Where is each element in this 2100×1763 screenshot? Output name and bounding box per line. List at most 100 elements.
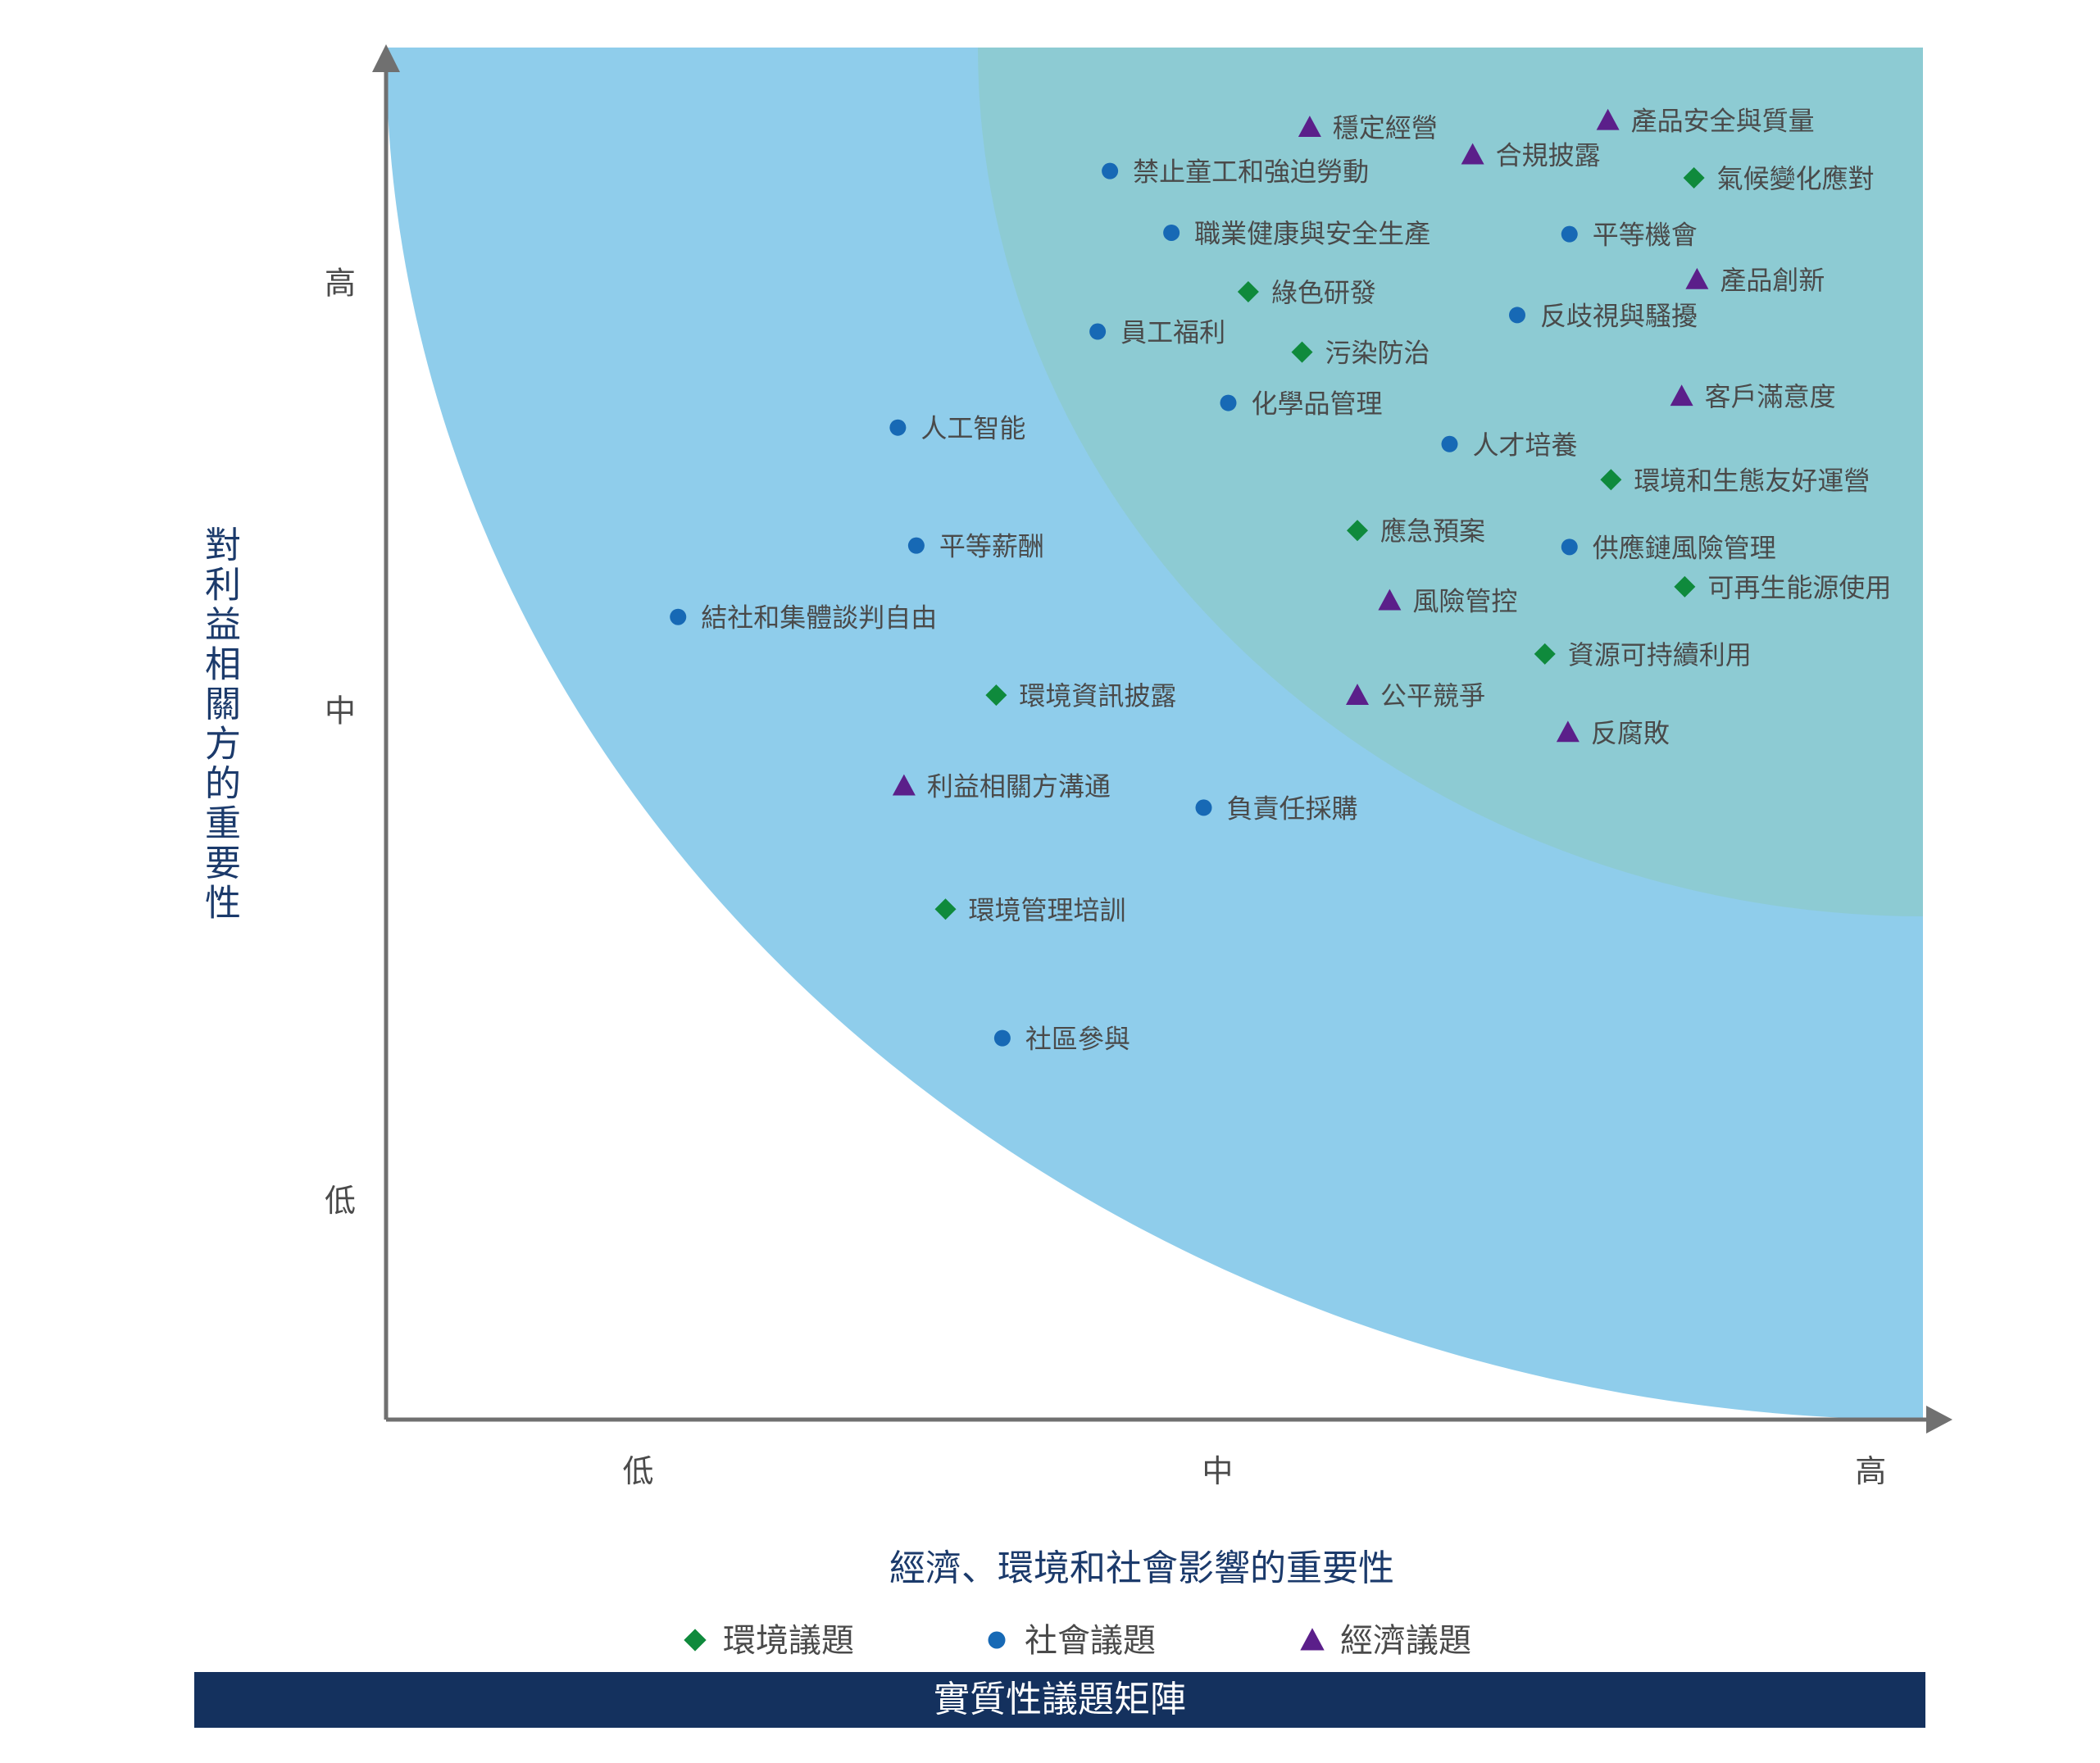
economic-point-marker [1378, 588, 1402, 611]
data-point: 反腐敗 [1556, 717, 1670, 748]
environment-point-marker [1683, 167, 1705, 189]
data-point: 社區參與 [993, 1024, 1130, 1055]
data-point-label: 化學品管理 [1252, 388, 1383, 420]
data-point-label: 氣候變化應對 [1717, 163, 1875, 194]
data-point: 平等機會 [1561, 220, 1698, 251]
y-axis-arrow-icon [372, 44, 400, 72]
footer-banner [194, 1672, 1925, 1728]
environment-point-marker [985, 684, 1007, 707]
data-point-label: 產品創新 [1720, 265, 1825, 296]
data-point: 產品安全與質量 [1596, 106, 1815, 137]
social-point-marker [1102, 162, 1119, 179]
data-point: 員工福利 [1089, 317, 1225, 348]
high-importance-zone [978, 48, 1923, 916]
social-point-marker [889, 419, 907, 436]
data-point-label: 資源可持續利用 [1568, 639, 1752, 670]
data-point-label: 社區參與 [1025, 1024, 1130, 1055]
data-point: 人工智能 [889, 413, 1025, 444]
data-point-label: 供應鏈風險管理 [1593, 532, 1776, 563]
data-point-label: 合規披露 [1496, 140, 1601, 171]
data-point-label: 風險管控 [1412, 586, 1517, 617]
data-point: 氣候變化應對 [1683, 163, 1875, 194]
social-point-marker [1163, 224, 1180, 241]
data-point-label: 反歧視與騷擾 [1540, 300, 1698, 331]
data-point: 合規披露 [1461, 140, 1601, 171]
data-point-label: 可再生能源使用 [1707, 572, 1891, 603]
points-layer: 穩定經營 產品安全與質量合規披露禁止童工和強迫勞動 氣候變化應對職業健康與安全生產平… [670, 106, 1891, 1055]
legend-item-economic: 經濟議題 [1300, 1622, 1471, 1660]
y-tick-label: 中 [325, 693, 356, 729]
data-point: 穩定經營 [1298, 112, 1438, 143]
economic-point-marker [1685, 267, 1709, 289]
y-axis-title: 對利益相關方的重要性 [205, 525, 241, 925]
data-point-label: 平等薪酬 [939, 531, 1044, 562]
data-point: 可再生能源使用 [1674, 572, 1891, 603]
economic-point-marker [1596, 108, 1620, 130]
environment-point-marker [1534, 643, 1556, 665]
environment-point-marker [1347, 520, 1368, 542]
legend-layer: 環境議題 社會議題 經濟議題 [684, 1622, 1471, 1660]
environment-point-marker [1600, 469, 1622, 491]
social-point-marker [993, 1029, 1011, 1047]
economic-point-marker [892, 774, 916, 796]
legend-label: 社會議題 [1025, 1622, 1156, 1660]
data-point: 資源可持續利用 [1534, 639, 1752, 670]
social-point-marker [1195, 799, 1212, 816]
data-point-label: 反腐敗 [1591, 717, 1670, 748]
economic-point-marker [1556, 720, 1580, 743]
data-point: 風險管控 [1378, 586, 1517, 617]
data-point-label: 結社和集體談判自由 [701, 602, 937, 634]
data-point: 化學品管理 [1220, 388, 1383, 420]
data-point: 供應鏈風險管理 [1561, 532, 1776, 563]
data-point: 污染防治 [1291, 338, 1430, 369]
data-point-label: 環境資訊披露 [1019, 680, 1176, 711]
data-point: 綠色研發 [1237, 277, 1376, 308]
data-point-label: 產品安全與質量 [1631, 106, 1815, 137]
data-point-label: 客戶滿意度 [1705, 381, 1836, 412]
legend-label: 環境議題 [723, 1622, 854, 1660]
data-point-label: 負責任採購 [1227, 793, 1358, 824]
social-point-marker [1561, 538, 1578, 556]
x-axis-arrow-icon [1926, 1406, 1952, 1434]
legend-label: 經濟議題 [1340, 1622, 1471, 1660]
economic-point-marker [1670, 384, 1693, 407]
data-point: 禁止童工和強迫勞動 [1102, 157, 1369, 188]
y-tick-label: 高 [325, 265, 356, 301]
data-point-label: 人工智能 [920, 413, 1025, 444]
social-point-marker [670, 608, 687, 625]
data-point-label: 禁止童工和強迫勞動 [1133, 157, 1369, 188]
legend-item-social: 社會議題 [988, 1622, 1156, 1660]
legend-diamond-icon [684, 1629, 707, 1652]
social-point-marker [1561, 225, 1578, 243]
legend-item-environment: 環境議題 [684, 1622, 854, 1660]
x-tick-label: 中 [1202, 1453, 1233, 1489]
data-point-label: 利益相關方溝通 [927, 771, 1111, 802]
y-tick-label: 低 [325, 1183, 356, 1219]
data-point: 環境管理培訓 [934, 894, 1126, 925]
x-axis-title: 經濟、環境和社會影響的重要性 [889, 1547, 1394, 1589]
data-point-label: 應急預案 [1380, 516, 1485, 547]
environment-point-marker [1291, 341, 1313, 363]
data-point-label: 綠色研發 [1271, 277, 1376, 308]
social-point-marker [1220, 394, 1237, 411]
data-point: 環境資訊披露 [985, 680, 1176, 711]
economic-point-marker [1298, 116, 1321, 137]
data-point-label: 職業健康與安全生產 [1194, 218, 1430, 249]
data-point-label: 穩定經營 [1333, 112, 1438, 143]
footer-layer: 實質性議題矩陣 [194, 1672, 1925, 1728]
data-point-label: 環境管理培訓 [969, 894, 1126, 925]
data-point: 環境和生態友好運營 [1600, 465, 1870, 496]
legend-triangle-icon [1300, 1628, 1325, 1651]
x-tick-label: 低 [622, 1453, 653, 1489]
data-point: 平等薪酬 [907, 531, 1044, 562]
data-point-label: 公平競爭 [1380, 680, 1485, 711]
environment-point-marker [934, 898, 957, 920]
economic-point-marker [1346, 684, 1369, 706]
economic-point-marker [1461, 143, 1484, 165]
data-point: 公平競爭 [1346, 680, 1485, 711]
social-point-marker [1441, 435, 1458, 452]
data-point: 職業健康與安全生產 [1163, 218, 1430, 249]
data-point: 客戶滿意度 [1670, 381, 1836, 412]
